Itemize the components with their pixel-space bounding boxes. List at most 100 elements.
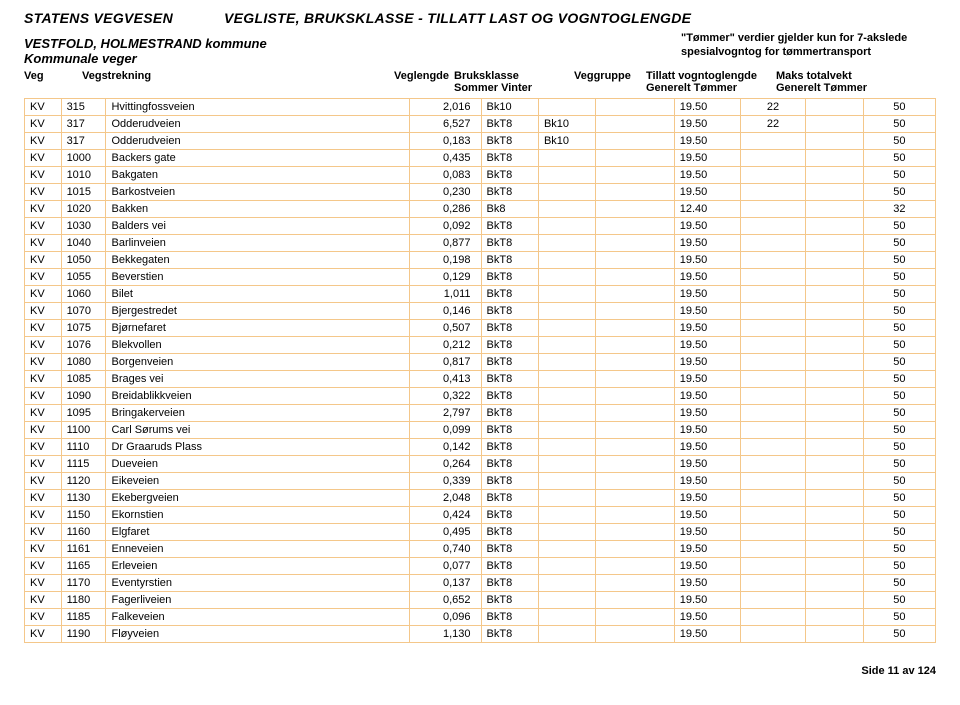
org-name: STATENS VEGVESEN [24,10,224,26]
cell-num: 1076 [61,337,106,354]
cell-length: 0,083 [410,167,481,184]
cell-maks-tommer: 50 [863,473,935,490]
cell-name: Bjørnefaret [106,320,410,337]
cell-maks-generelt [806,99,863,116]
cell-vinter [538,422,595,439]
cell-veg: KV [25,507,62,524]
cell-sommer: BkT8 [481,133,538,150]
cell-vinter [538,490,595,507]
cell-sommer: BkT8 [481,626,538,643]
cell-veggruppe [596,575,674,592]
cell-veggruppe [596,167,674,184]
column-header: Veg Vegstrekning Veglengde Bruksklasse S… [24,70,936,94]
cell-length: 0,740 [410,541,481,558]
cell-maks-tommer: 50 [863,269,935,286]
subheading: Kommunale veger [24,51,681,66]
cell-length: 0,435 [410,150,481,167]
cell-name: Eventyrstien [106,575,410,592]
note-line-1: "Tømmer" verdier gjelder kun for 7-aksle… [681,32,936,46]
cell-maks-generelt [806,303,863,320]
cell-length: 0,507 [410,320,481,337]
cell-vinter: Bk10 [538,116,595,133]
col-tillatt: Tillatt vogntoglengde Generelt Tømmer [646,70,776,94]
cell-vinter [538,184,595,201]
cell-sommer: BkT8 [481,116,538,133]
cell-sommer: Bk8 [481,201,538,218]
header-left: VESTFOLD, HOLMESTRAND kommune Kommunale … [24,32,681,68]
cell-vinter [538,609,595,626]
cell-veg: KV [25,592,62,609]
cell-maks-generelt [806,218,863,235]
cell-veggruppe [596,507,674,524]
table-row: KV1160Elgfaret0,495BkT819.5050 [25,524,936,541]
cell-maks-generelt [806,405,863,422]
cell-name: Dueveien [106,456,410,473]
cell-num: 1170 [61,575,106,592]
cell-maks-generelt [806,558,863,575]
cell-tillatt-tommer [740,405,806,422]
cell-sommer: BkT8 [481,524,538,541]
table-row: KV1080Borgenveien0,817BkT819.5050 [25,354,936,371]
cell-maks-generelt [806,388,863,405]
cell-vinter [538,524,595,541]
cell-name: Barkostveien [106,184,410,201]
cell-length: 0,817 [410,354,481,371]
cell-maks-tommer: 50 [863,184,935,201]
col-bruks-label: Bruksklasse [454,70,574,82]
cell-sommer: BkT8 [481,235,538,252]
cell-veg: KV [25,337,62,354]
cell-vinter [538,337,595,354]
cell-veg: KV [25,575,62,592]
table-row: KV317Odderudveien0,183BkT8Bk1019.5050 [25,133,936,150]
cell-veggruppe [596,99,674,116]
cell-veggruppe [596,184,674,201]
col-maks-sub: Generelt Tømmer [776,82,886,94]
table-row: KV1010Bakgaten0,083BkT819.5050 [25,167,936,184]
cell-vinter [538,99,595,116]
tommer-note: "Tømmer" verdier gjelder kun for 7-aksle… [681,32,936,60]
cell-maks-generelt [806,371,863,388]
cell-maks-tommer: 50 [863,439,935,456]
cell-tillatt-tommer [740,201,806,218]
cell-maks-generelt [806,626,863,643]
cell-maks-generelt [806,354,863,371]
cell-length: 0,322 [410,388,481,405]
cell-length: 0,129 [410,269,481,286]
cell-num: 1000 [61,150,106,167]
cell-maks-generelt [806,201,863,218]
cell-name: Fagerliveien [106,592,410,609]
cell-tillatt-tommer [740,133,806,150]
cell-tillatt-tommer [740,354,806,371]
cell-name: Enneveien [106,541,410,558]
table-row: KV1055Beverstien0,129BkT819.5050 [25,269,936,286]
cell-length: 6,527 [410,116,481,133]
cell-name: Blekvollen [106,337,410,354]
cell-num: 1120 [61,473,106,490]
cell-veg: KV [25,320,62,337]
cell-vinter [538,507,595,524]
cell-tillatt-generelt: 19.50 [674,490,740,507]
cell-tillatt-generelt: 19.50 [674,405,740,422]
table-row: KV315Hvittingfossveien2,016Bk1019.502250 [25,99,936,116]
table-row: KV1100Carl Sørums vei0,099BkT819.5050 [25,422,936,439]
cell-length: 0,339 [410,473,481,490]
cell-sommer: BkT8 [481,167,538,184]
cell-length: 0,652 [410,592,481,609]
cell-num: 1130 [61,490,106,507]
cell-length: 0,142 [410,439,481,456]
cell-veggruppe [596,218,674,235]
cell-tillatt-tommer [740,473,806,490]
table-row: KV1161Enneveien0,740BkT819.5050 [25,541,936,558]
cell-sommer: BkT8 [481,473,538,490]
header-row: VESTFOLD, HOLMESTRAND kommune Kommunale … [24,32,936,68]
col-veggruppe: Veggruppe [574,70,646,94]
cell-num: 317 [61,133,106,150]
cell-num: 1150 [61,507,106,524]
note-line-2: spesialvogntog for tømmertransport [681,46,936,60]
cell-sommer: BkT8 [481,541,538,558]
cell-maks-generelt [806,592,863,609]
cell-num: 1080 [61,354,106,371]
cell-length: 0,198 [410,252,481,269]
cell-maks-tommer: 50 [863,541,935,558]
cell-veg: KV [25,490,62,507]
